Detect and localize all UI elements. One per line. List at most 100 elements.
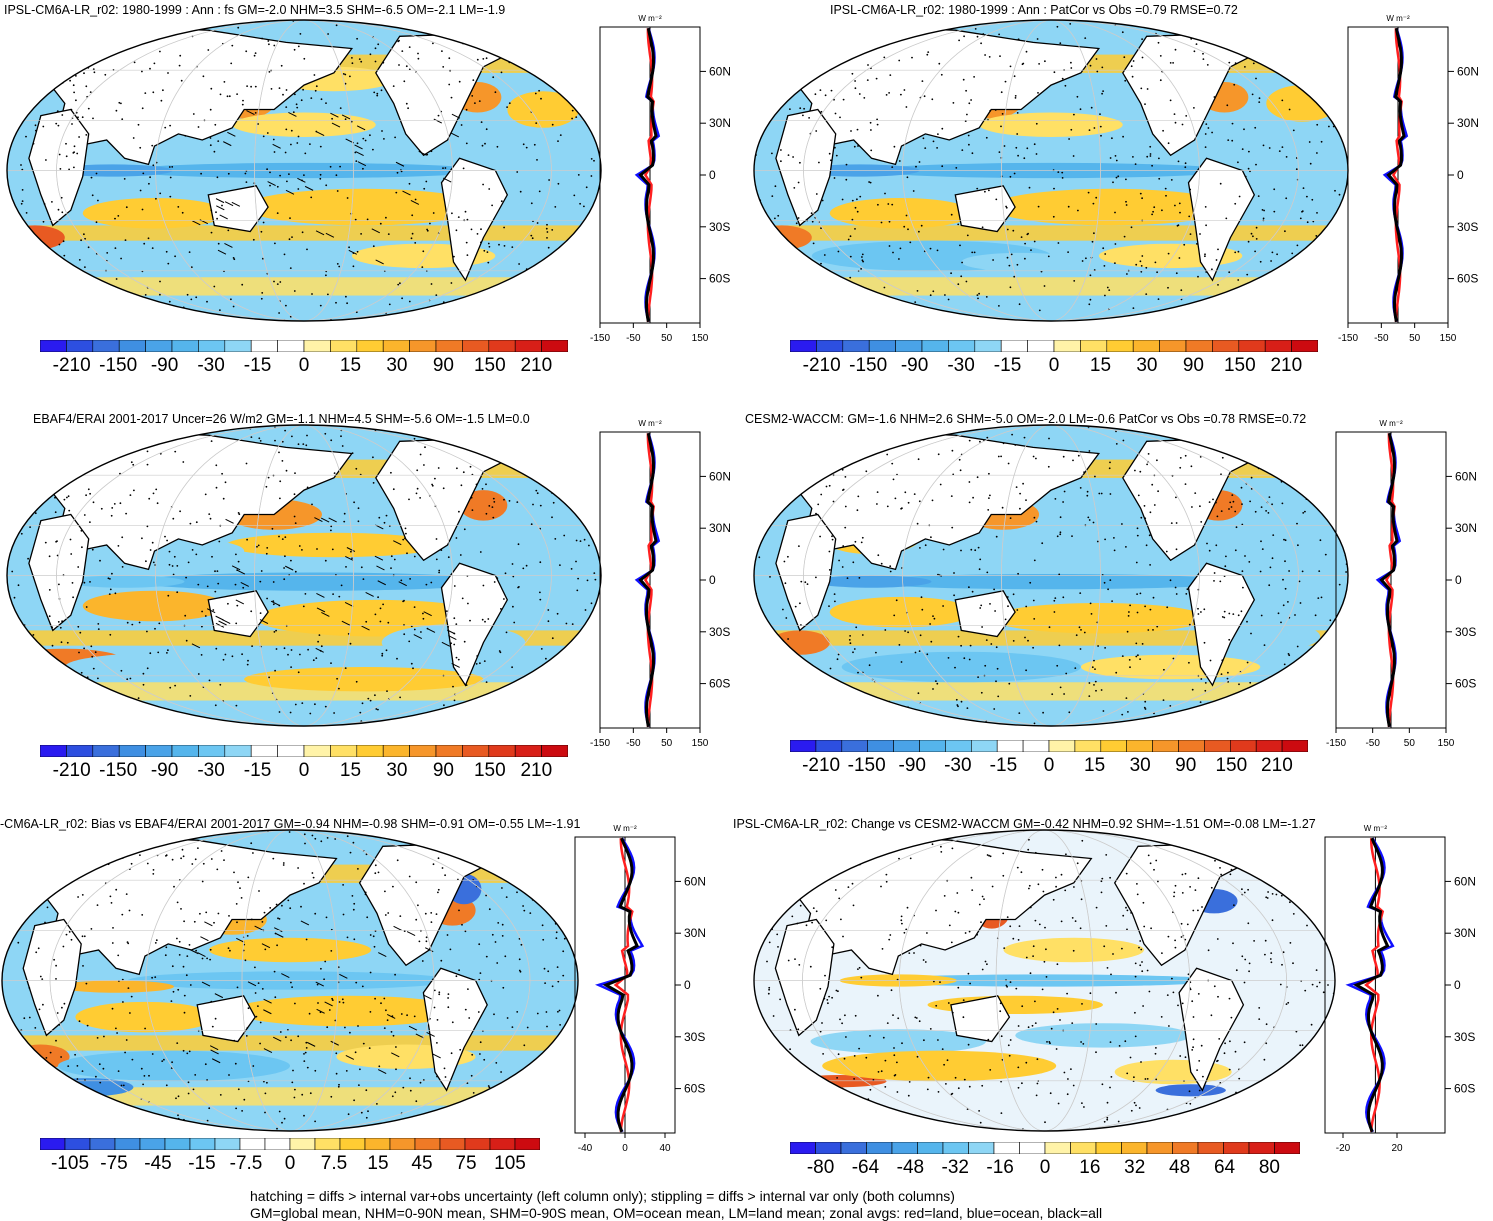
stipple-dot	[1130, 912, 1132, 914]
stipple-dot	[373, 91, 376, 94]
stipple-dot	[1258, 101, 1261, 103]
stipple-dot	[794, 864, 797, 866]
stipple-dot	[374, 60, 377, 63]
stipple-dot	[892, 478, 895, 481]
stipple-dot	[1207, 949, 1210, 952]
stipple-dot	[268, 43, 270, 46]
stipple-dot	[323, 978, 325, 981]
stipple-dot	[68, 509, 71, 512]
zonal-band	[7, 277, 601, 296]
stipple-dot	[488, 908, 491, 911]
stipple-dot	[166, 539, 169, 542]
stipple-dot	[215, 211, 217, 214]
stipple-dot	[930, 640, 933, 643]
stipple-dot	[820, 227, 822, 230]
stipple-dot	[1271, 893, 1274, 895]
stipple-dot	[863, 97, 866, 99]
hatch-line	[209, 1045, 219, 1051]
stipple-dot	[851, 882, 854, 885]
stipple-dot	[345, 1070, 348, 1072]
stipple-dot	[315, 85, 318, 88]
stipple-dot	[52, 453, 54, 456]
stipple-dot	[1113, 549, 1116, 552]
stipple-dot	[1036, 1082, 1039, 1085]
stipple-dot	[1179, 211, 1181, 214]
stipple-dot	[126, 941, 129, 943]
stipple-dot	[1087, 516, 1090, 519]
stipple-dot	[20, 164, 22, 166]
stipple-dot	[50, 719, 52, 721]
stipple-dot	[1177, 224, 1180, 227]
stipple-dot	[272, 603, 275, 606]
stipple-dot	[515, 833, 518, 836]
stipple-dot	[795, 63, 798, 66]
stipple-dot	[1153, 206, 1156, 209]
lat-tick-label: 30N	[1455, 521, 1476, 535]
hatch-line	[272, 1036, 282, 1042]
anomaly-blob	[136, 572, 496, 591]
stipple-dot	[1230, 441, 1232, 443]
stipple-dot	[926, 53, 929, 56]
stipple-dot	[235, 1107, 238, 1110]
stipple-dot	[908, 952, 911, 954]
stipple-dot	[1115, 443, 1118, 445]
stipple-dot	[1114, 243, 1117, 245]
stipple-dot	[361, 702, 364, 705]
stipple-dot	[898, 59, 901, 62]
stipple-dot	[408, 46, 411, 48]
stipple-dot	[754, 514, 757, 517]
stipple-dot	[254, 992, 257, 994]
stipple-dot	[775, 1124, 778, 1127]
stipple-dot	[556, 612, 559, 615]
map-border	[6, 19, 602, 322]
stipple-dot	[494, 941, 497, 943]
graticule-lon	[803, 425, 1299, 726]
stipple-dot	[1316, 152, 1318, 154]
stipple-dot	[1315, 969, 1318, 971]
stipple-dot	[380, 828, 382, 830]
stipple-dot	[1243, 128, 1245, 131]
stipple-dot	[423, 187, 426, 190]
stipple-dot	[1237, 250, 1240, 253]
stipple-dot	[893, 1047, 895, 1049]
hatch-line	[223, 141, 232, 147]
stipple-dot	[329, 165, 332, 168]
stipple-dot	[976, 35, 979, 38]
stipple-dot	[0, 1036, 1, 1038]
profile-unit: W m⁻²	[1386, 14, 1410, 23]
stipple-dot	[260, 230, 263, 233]
stipple-dot	[808, 1099, 811, 1102]
stipple-dot	[1007, 1044, 1010, 1047]
stipple-dot	[1223, 616, 1226, 619]
stipple-dot	[144, 1027, 147, 1030]
stipple-dot	[974, 28, 977, 30]
stipple-dot	[377, 596, 379, 599]
stipple-dot	[1101, 1083, 1104, 1086]
stipple-dot	[364, 891, 367, 894]
stipple-dot	[1143, 1126, 1145, 1128]
stipple-dot	[246, 85, 249, 87]
stipple-dot	[1228, 271, 1231, 274]
stipple-dot	[1289, 901, 1291, 904]
stipple-dot	[381, 652, 384, 655]
stipple-dot	[383, 997, 386, 1000]
stipple-dot	[290, 143, 292, 146]
stipple-dot	[594, 578, 597, 581]
stipple-dot	[916, 1055, 919, 1058]
stipple-dot	[778, 665, 781, 668]
stipple-dot	[980, 921, 982, 924]
stipple-dot	[458, 510, 460, 513]
stipple-dot	[1117, 1120, 1120, 1123]
stipple-dot	[960, 275, 963, 278]
stipple-dot	[971, 590, 974, 593]
stipple-dot	[29, 879, 32, 881]
stipple-dot	[565, 622, 568, 625]
stipple-dot	[523, 909, 526, 912]
stipple-dot	[1056, 664, 1059, 667]
stipple-dot	[794, 1094, 796, 1097]
stipple-dot	[189, 984, 192, 986]
stipple-dot	[164, 126, 167, 129]
stipple-dot	[1246, 661, 1249, 664]
stipple-dot	[437, 888, 440, 891]
stipple-dot	[1145, 293, 1148, 295]
